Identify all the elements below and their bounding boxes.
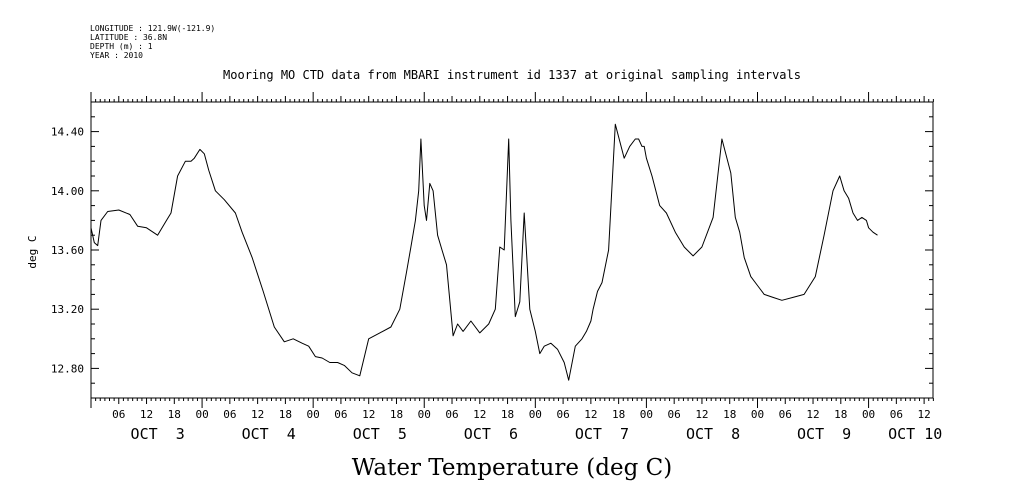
meta-depth: DEPTH (m) : 1: [90, 42, 153, 51]
chart-title: Mooring MO CTD data from MBARI instrumen…: [223, 68, 801, 82]
x-tick-label: 00: [418, 408, 431, 421]
x-tick-label: 06: [334, 408, 347, 421]
metadata-block: LONGITUDE : 121.9W(-121.9) LATITUDE : 36…: [90, 24, 215, 60]
x-tick-label: 12: [806, 408, 819, 421]
x-tick-label: 06: [445, 408, 458, 421]
x-day-label: OCT 7: [575, 425, 629, 443]
y-axis-label: deg C: [26, 235, 39, 268]
x-day-label: OCT 4: [242, 425, 296, 443]
x-day-label: OCT 5: [353, 425, 407, 443]
x-ticks: 06 12 18 00 06 12 18 00 06 12 18 00 06 12 18 00 06 12 18 00…: [90, 92, 942, 443]
series-layer: [90, 123, 878, 381]
x-tick-label: 12: [140, 408, 153, 421]
x-day-label: OCT 10: [888, 425, 942, 443]
x-tick-label: 06: [668, 408, 681, 421]
y-tick-label: 13.20: [51, 303, 84, 316]
x-day-label: OCT 3: [131, 425, 185, 443]
y-tick-label: 12.80: [51, 362, 84, 375]
x-tick-label: 12: [917, 408, 930, 421]
meta-latitude: LATITUDE : 36.8N: [90, 33, 167, 42]
x-tick-label: 12: [584, 408, 597, 421]
x-tick-label: 12: [695, 408, 708, 421]
x-tick-label: 18: [390, 408, 403, 421]
x-tick-label: 00: [640, 408, 653, 421]
x-tick-label: 00: [529, 408, 542, 421]
bottom-label: Water Temperature (deg C): [352, 455, 672, 481]
x-tick-label: 00: [195, 408, 208, 421]
x-tick-label: 06: [779, 408, 792, 421]
y-ticks: 12.80 13.20 13.60 14.00 14.40: [51, 101, 933, 399]
x-tick-label: 00: [307, 408, 320, 421]
y-tick-label: 14.00: [51, 185, 84, 198]
x-tick-label: 18: [723, 408, 736, 421]
series-line: [90, 123, 878, 381]
x-day-label: OCT 9: [797, 425, 851, 443]
x-tick-label: 12: [362, 408, 375, 421]
x-tick-label: 06: [556, 408, 569, 421]
x-tick-label: 18: [834, 408, 847, 421]
x-tick-label: 06: [890, 408, 903, 421]
meta-longitude: LONGITUDE : 121.9W(-121.9): [90, 24, 215, 33]
x-tick-label: 00: [751, 408, 764, 421]
x-tick-label: 18: [168, 408, 181, 421]
x-tick-label: 00: [862, 408, 875, 421]
y-tick-label: 14.40: [51, 126, 84, 139]
meta-year: YEAR : 2010: [90, 51, 143, 60]
x-tick-label: 18: [612, 408, 625, 421]
x-tick-label: 18: [501, 408, 514, 421]
x-tick-label: 06: [223, 408, 236, 421]
x-tick-label: 12: [251, 408, 264, 421]
x-day-label: OCT 6: [464, 425, 518, 443]
x-tick-label: 06: [112, 408, 125, 421]
y-tick-label: 13.60: [51, 244, 84, 257]
x-tick-label: 12: [473, 408, 486, 421]
x-tick-label: 18: [279, 408, 292, 421]
x-day-label: OCT 8: [686, 425, 740, 443]
